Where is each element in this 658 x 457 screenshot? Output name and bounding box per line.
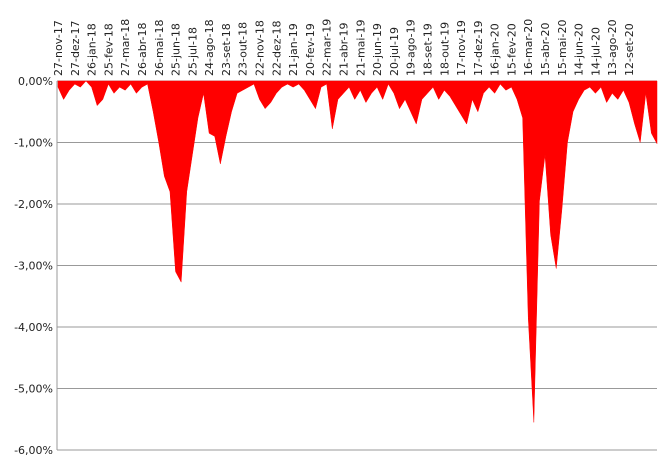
x-tick-label: 19-ago-19 [405, 19, 418, 76]
x-tick-label: 23-out-18 [237, 22, 250, 76]
x-tick-label: 26-jan-18 [86, 23, 99, 76]
x-tick-label: 13-ago-20 [606, 19, 619, 76]
y-tick-label: -2,00% [14, 198, 53, 211]
x-tick-label: 15-mai-20 [556, 20, 569, 76]
area [57, 80, 658, 423]
x-tick-label: 27-nov-17 [52, 20, 65, 76]
x-tick-label: 16-mar-20 [522, 19, 535, 76]
x-tick-label: 12-set-20 [623, 23, 636, 76]
x-tick-label: 15-fev-20 [505, 23, 518, 76]
x-tick-label: 25-jun-18 [170, 23, 183, 76]
x-tick-label: 24-ago-18 [203, 19, 216, 76]
x-tick-label: 18-set-19 [421, 23, 434, 76]
x-tick-label: 27-mar-18 [119, 19, 132, 76]
x-tick-label: 14-jun-20 [573, 23, 586, 76]
y-tick-label: -5,00% [14, 383, 53, 396]
x-tick-label: 17-dez-19 [472, 21, 485, 76]
x-tick-label: 21-mai-19 [354, 20, 367, 76]
x-tick-label: 21-abr-19 [338, 23, 351, 76]
x-tick-label: 18-out-19 [438, 22, 451, 76]
x-tick-label: 25-fev-18 [102, 23, 115, 76]
x-tick-label: 23-set-18 [220, 23, 233, 76]
x-tick-label: 17-nov-19 [455, 20, 468, 76]
x-tick-label: 16-jan-20 [489, 23, 502, 76]
x-tick-label: 20-jul-19 [388, 27, 401, 76]
x-tick-label: 22-mar-19 [321, 19, 334, 76]
x-tick-label: 21-jan-19 [287, 23, 300, 76]
x-tick-label: 26-abr-18 [136, 23, 149, 76]
y-tick-label: 0,00% [18, 75, 53, 88]
x-tick-label: 14-jul-20 [589, 27, 602, 76]
x-tick-label: 25-jul-18 [186, 27, 199, 76]
y-tick-label: -3,00% [14, 260, 53, 273]
x-tick-label: 27-dez-17 [69, 21, 82, 76]
y-tick-label: -4,00% [14, 321, 53, 334]
x-tick-label: 20-fev-19 [304, 23, 317, 76]
y-tick-label: -1,00% [14, 137, 53, 150]
x-tick-label: 15-abr-20 [539, 23, 552, 76]
x-tick-label: 22-nov-18 [254, 20, 267, 76]
y-tick-label: -6,00% [14, 444, 53, 457]
x-tick-label: 22-dez-18 [270, 21, 283, 76]
x-tick-label: 26-mai-18 [153, 20, 166, 76]
x-tick-label: 20-jun-19 [371, 23, 384, 76]
